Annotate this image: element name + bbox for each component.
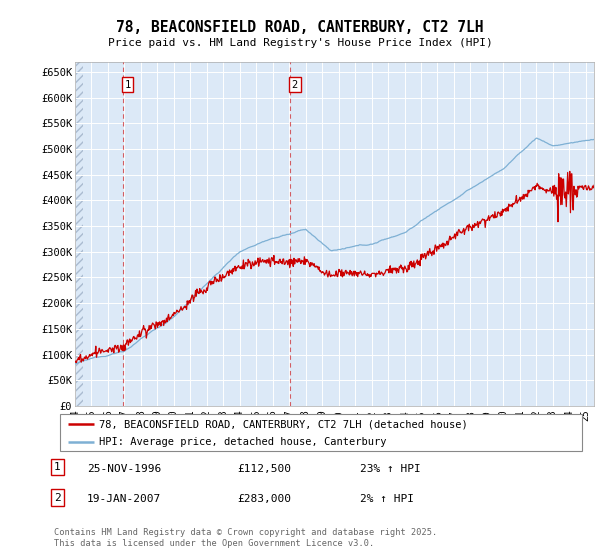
Text: Contains HM Land Registry data © Crown copyright and database right 2025.
This d: Contains HM Land Registry data © Crown c… bbox=[54, 528, 437, 548]
Text: £283,000: £283,000 bbox=[237, 494, 291, 505]
Text: 1: 1 bbox=[124, 80, 131, 90]
FancyBboxPatch shape bbox=[60, 414, 582, 451]
Text: Price paid vs. HM Land Registry's House Price Index (HPI): Price paid vs. HM Land Registry's House … bbox=[107, 38, 493, 48]
Text: 2% ↑ HPI: 2% ↑ HPI bbox=[360, 494, 414, 505]
Text: 23% ↑ HPI: 23% ↑ HPI bbox=[360, 464, 421, 474]
Text: 2: 2 bbox=[292, 80, 298, 90]
Text: £112,500: £112,500 bbox=[237, 464, 291, 474]
Text: 78, BEACONSFIELD ROAD, CANTERBURY, CT2 7LH (detached house): 78, BEACONSFIELD ROAD, CANTERBURY, CT2 7… bbox=[99, 419, 468, 429]
Text: 19-JAN-2007: 19-JAN-2007 bbox=[87, 494, 161, 505]
Text: 2: 2 bbox=[54, 493, 61, 503]
Text: 78, BEACONSFIELD ROAD, CANTERBURY, CT2 7LH: 78, BEACONSFIELD ROAD, CANTERBURY, CT2 7… bbox=[116, 20, 484, 35]
Text: 1: 1 bbox=[54, 462, 61, 472]
Text: HPI: Average price, detached house, Canterbury: HPI: Average price, detached house, Cant… bbox=[99, 437, 386, 447]
Text: 25-NOV-1996: 25-NOV-1996 bbox=[87, 464, 161, 474]
